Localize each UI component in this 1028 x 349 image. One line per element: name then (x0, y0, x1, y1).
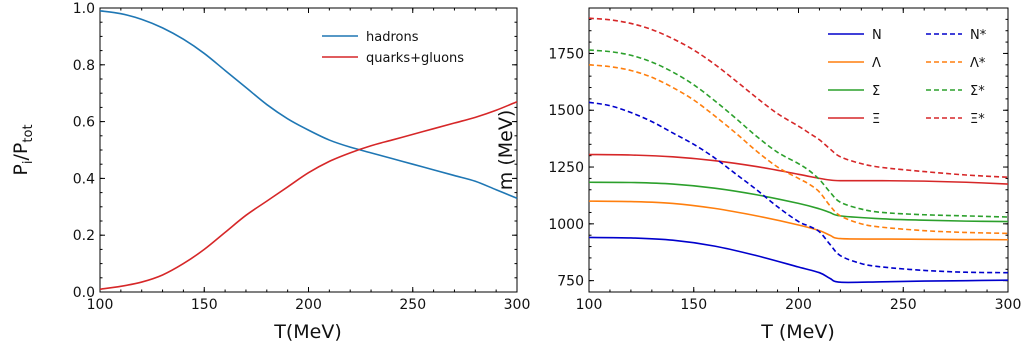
right-y-tick-label: 1750 (548, 46, 584, 62)
right-legend-label-n-star: N* (970, 28, 987, 43)
left-x-tick-label: 250 (399, 297, 426, 313)
right-series-line-sigma-star (588, 49, 1009, 218)
right-y-axis-label: m (MeV) (495, 110, 517, 190)
right-legend-label-lambda-star: Λ* (970, 56, 986, 71)
right-legend-label-n: N (872, 28, 882, 43)
ylabel-sub-tot: tot (21, 124, 36, 142)
ylabel-p: P (10, 164, 32, 175)
left-legend: hadrons quarks+gluons (322, 30, 464, 66)
right-axis-ticks: 100 150 200 250 300 750 1000 1250 1500 1750 (548, 7, 1022, 313)
ylabel-slash: / (10, 153, 32, 160)
right-series-line-sigma (588, 181, 1009, 223)
left-y-axis-label: Pi/Ptot (10, 124, 36, 175)
left-chart-panel: 100 150 200 250 300 0.0 0.2 0.4 0.6 0.8 1.0 hadron… (10, 1, 530, 343)
right-series-line-lambda-star (588, 64, 1009, 235)
right-y-tick-label: 1000 (548, 217, 584, 233)
right-y-tick-label: 1500 (548, 103, 584, 119)
ylabel-sub-i: i (21, 160, 36, 164)
right-y-tick-label: 750 (557, 274, 584, 290)
right-legend-label-sigma-star: Σ* (970, 84, 985, 99)
right-x-tick-label: 300 (995, 297, 1022, 313)
left-x-tick-label: 100 (87, 297, 114, 313)
right-x-tick-label: 150 (680, 297, 707, 313)
left-legend-label-hadrons: hadrons (366, 30, 419, 45)
right-legend-label-lambda: Λ (872, 56, 881, 71)
right-legend-label-xi-star: Ξ* (970, 112, 985, 127)
right-legend-label-xi: Ξ (872, 112, 880, 127)
right-plot-frame (588, 7, 1009, 293)
left-series-line-quarks-plus-gluons (99, 100, 518, 290)
left-y-tick-label: 0.2 (73, 228, 95, 244)
left-x-tick-label: 300 (504, 297, 531, 313)
left-x-tick-label: 200 (295, 297, 322, 313)
right-series-line-n (588, 236, 1009, 284)
left-y-tick-label: 0.6 (73, 115, 95, 131)
right-x-tick-label: 250 (890, 297, 917, 313)
right-y-tick-label: 1250 (548, 160, 584, 176)
left-y-tick-label: 1.0 (73, 1, 95, 17)
right-series-group (588, 17, 1009, 284)
right-series-line-xi-star (588, 17, 1009, 179)
right-x-axis-label: T (MeV) (760, 321, 835, 343)
right-legend-label-sigma: Σ (872, 84, 880, 99)
right-series-line-lambda (588, 200, 1009, 241)
right-series-line-xi (588, 153, 1009, 185)
left-series-group (99, 10, 518, 290)
left-y-tick-label: 0.4 (73, 171, 95, 187)
left-y-tick-label: 0.8 (73, 58, 95, 74)
left-y-tick-label: 0.0 (73, 285, 95, 301)
right-x-tick-label: 100 (576, 297, 603, 313)
left-x-tick-label: 150 (191, 297, 218, 313)
left-axis-ticks: 100 150 200 250 300 0.0 0.2 0.4 0.6 0.8 1.0 (73, 1, 531, 313)
right-x-tick-label: 200 (785, 297, 812, 313)
left-legend-label-quarks-plus-gluons: quarks+gluons (366, 51, 464, 66)
left-x-axis-label: T(MeV) (273, 321, 342, 343)
right-series-line-n-star (588, 101, 1009, 274)
ylabel-p-den: P (10, 143, 32, 154)
left-series-line-hadrons (99, 10, 518, 200)
